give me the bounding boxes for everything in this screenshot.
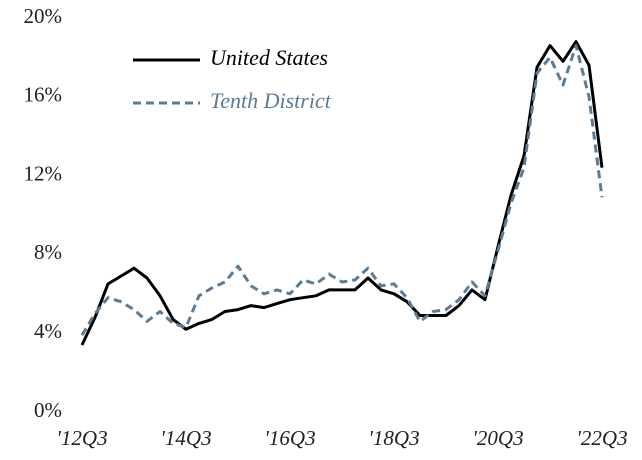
- line-0: [80, 40, 604, 346]
- y-tick-label: 20%: [24, 4, 63, 28]
- legend-label: United States: [210, 45, 328, 70]
- x-tick-label: '20Q3: [472, 426, 523, 450]
- x-tick-label: '16Q3: [264, 426, 315, 450]
- x-tick-label: '12Q3: [56, 426, 107, 450]
- x-tick-label: '14Q3: [160, 426, 211, 450]
- y-tick-label: 0%: [34, 398, 62, 422]
- x-tick-label: '22Q3: [576, 426, 627, 450]
- y-tick-label: 12%: [24, 161, 63, 185]
- y-tick-label: 4%: [34, 319, 62, 343]
- legend-label: Tenth District: [210, 88, 332, 113]
- y-tick-label: 16%: [24, 83, 63, 107]
- line-1: [80, 44, 604, 336]
- y-tick-label: 8%: [34, 240, 62, 264]
- x-tick-label: '18Q3: [368, 426, 419, 450]
